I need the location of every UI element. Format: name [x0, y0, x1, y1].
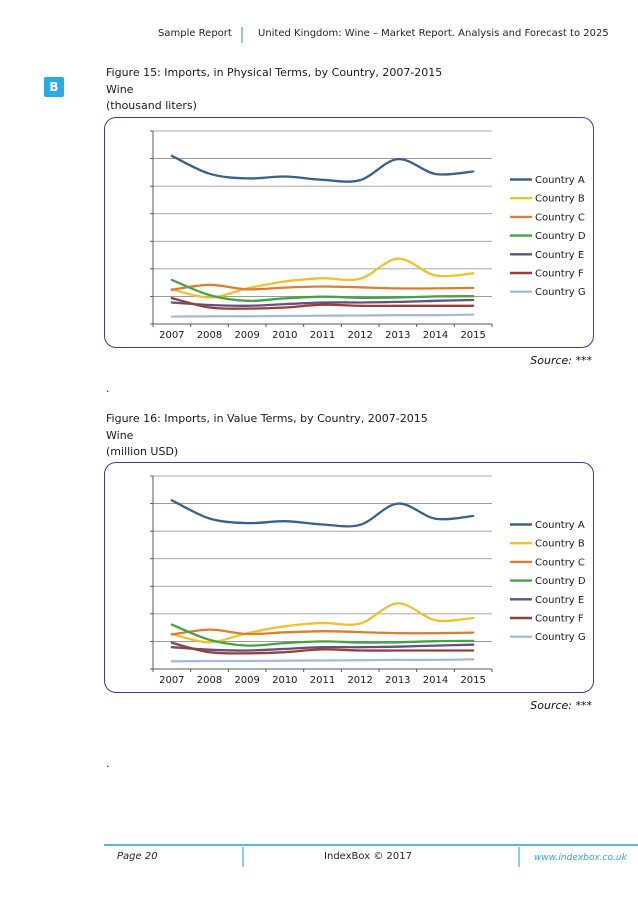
legend-label: Country F	[535, 269, 584, 280]
figure-16-chart: 2007 2008 2009 2010 2011 2012 2013 2014 2015 Coun…	[104, 462, 594, 693]
x-tick-label: 2007	[159, 675, 184, 686]
legend-label: Country E	[535, 250, 584, 261]
x-tick-label: 2012	[347, 330, 372, 341]
x-tick-label: 2011	[310, 330, 335, 341]
figure-16-source: Source: ***	[530, 699, 592, 712]
chart-line-country-g	[170, 313, 475, 318]
figure-15-source: Source: ***	[530, 354, 592, 367]
chart-line-country-d	[170, 623, 475, 647]
x-tick-label: 2012	[347, 675, 372, 686]
chart-line-country-b	[170, 602, 475, 644]
x-tick-label: 2015	[460, 330, 485, 341]
brand-logo: B	[44, 77, 64, 97]
x-tick-label: 2009	[234, 675, 259, 686]
legend-label: Country A	[535, 520, 585, 531]
footer-website-link[interactable]: www.indexbox.co.uk	[534, 853, 627, 863]
legend-label: Country G	[535, 632, 586, 643]
legend-label: Country F	[535, 614, 584, 625]
x-tick-label: 2013	[385, 330, 410, 341]
header-report-title: United Kingdom: Wine – Market Report. An…	[258, 28, 609, 39]
chart-line-country-f	[170, 641, 475, 655]
legend-label: Country C	[535, 212, 585, 223]
legend-label: Country C	[535, 557, 585, 568]
header-divider	[241, 27, 243, 43]
chart-line-country-c	[170, 628, 475, 636]
x-tick-label: 2007	[159, 330, 184, 341]
figure-16-subtitle: Wine	[106, 429, 134, 442]
footer-divider-left	[242, 847, 244, 867]
chart-line-country-e	[170, 298, 475, 307]
legend-label: Country E	[535, 595, 584, 606]
x-tick-label: 2013	[385, 675, 410, 686]
figure-15-title: Figure 15: Imports, in Physical Terms, b…	[106, 66, 443, 79]
figure-16-title: Figure 16: Imports, in Value Terms, by C…	[106, 412, 428, 425]
footer-copyright: IndexBox © 2017	[324, 851, 412, 862]
chart-line-country-c	[170, 283, 475, 291]
chart-line-country-a	[170, 154, 475, 183]
footer-rule	[104, 844, 638, 846]
x-tick-label: 2009	[234, 330, 259, 341]
x-tick-label: 2014	[423, 675, 448, 686]
x-tick-label: 2008	[197, 330, 222, 341]
x-tick-label: 2011	[310, 675, 335, 686]
legend-label: Country B	[535, 194, 585, 205]
chart-line-country-g	[170, 658, 475, 663]
header-report-type: Sample Report	[158, 28, 232, 39]
chart-line-country-d	[170, 278, 475, 303]
x-tick-label: 2008	[197, 675, 222, 686]
paragraph-mark: .	[106, 757, 110, 770]
x-tick-label: 2010	[272, 675, 297, 686]
legend-label: Country A	[535, 175, 585, 186]
chart-canvas: 2007 2008 2009 2010 2011 2012 2013 2014 2015 Coun…	[150, 130, 586, 341]
legend-label: Country D	[535, 231, 586, 242]
legend-label: Country D	[535, 576, 586, 587]
chart-line-country-e	[170, 643, 475, 652]
figure-15-subtitle: Wine	[106, 83, 134, 96]
legend-label: Country B	[535, 539, 585, 550]
chart-canvas: 2007 2008 2009 2010 2011 2012 2013 2014 2015 Coun…	[150, 475, 586, 686]
x-tick-label: 2014	[423, 330, 448, 341]
legend-label: Country G	[535, 287, 586, 298]
figure-15-chart: 2007 2008 2009 2010 2011 2012 2013 2014 2015 Coun…	[104, 117, 594, 348]
figure-16-unit: (million USD)	[106, 445, 179, 458]
paragraph-mark: .	[106, 382, 110, 395]
footer-page-number: Page 20	[117, 851, 158, 862]
x-tick-label: 2010	[272, 330, 297, 341]
footer-divider-right	[518, 847, 520, 867]
chart-line-country-b	[170, 257, 475, 299]
chart-line-country-a	[170, 499, 475, 528]
chart-line-country-f	[170, 296, 475, 310]
x-tick-label: 2015	[460, 675, 485, 686]
figure-15-unit: (thousand liters)	[106, 99, 197, 112]
